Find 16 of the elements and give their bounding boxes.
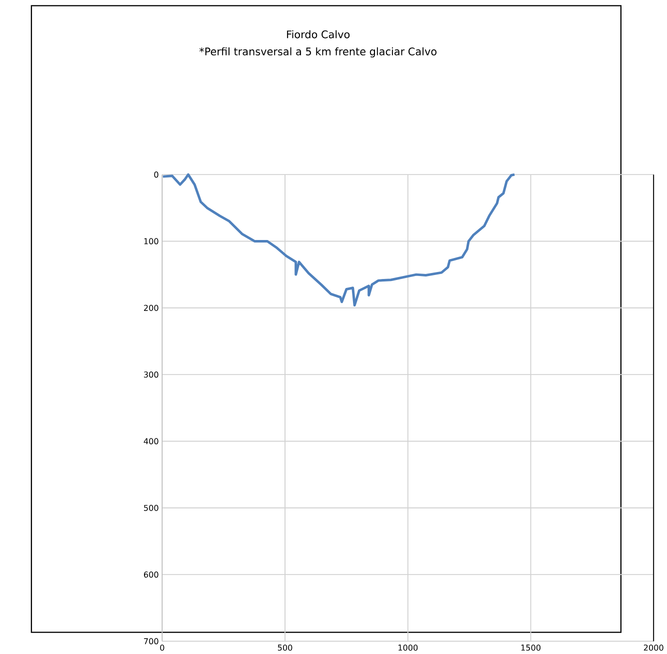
y-tick-label: 600	[144, 572, 158, 578]
y-tick-label: 400	[144, 438, 158, 444]
y-tick-label: 200	[144, 304, 158, 312]
y-tick-label: 700	[144, 638, 158, 644]
line-series	[162, 173, 516, 307]
x-tick-label: 2000	[644, 644, 664, 651]
x-tick-label: 1000	[398, 644, 418, 651]
y-tick-label: 100	[144, 238, 158, 244]
y-tick-label: 0	[154, 172, 158, 178]
y-tick-label: 500	[144, 504, 158, 512]
y-tick-label: 300	[144, 372, 158, 378]
x-tick-label: 500	[278, 644, 292, 651]
x-tick-label: 1500	[521, 644, 540, 651]
chart-title: Fiordo Calvo	[287, 30, 350, 38]
chart-subtitle: *Perfil transversal a 5 km frente glaciar Calvo	[199, 47, 436, 58]
x-tick-label: 0	[160, 644, 164, 651]
